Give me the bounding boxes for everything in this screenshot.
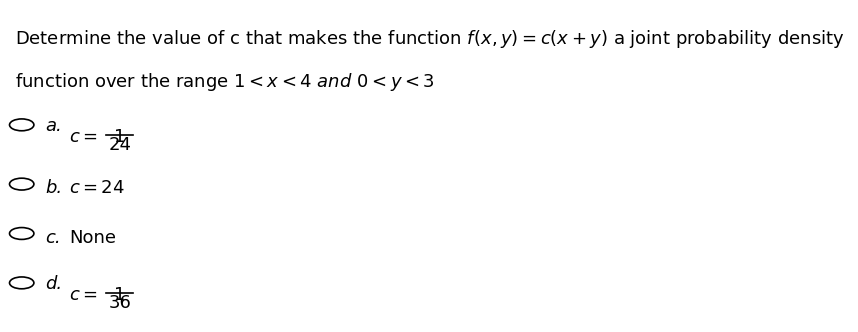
Text: None: None	[69, 228, 116, 247]
Text: a.: a.	[45, 117, 62, 134]
Text: $c = $: $c = $	[69, 286, 98, 304]
Text: 36: 36	[108, 294, 131, 312]
Text: Determine the value of c that makes the function $f(x, y) = c(x + y)$ a joint pr: Determine the value of c that makes the …	[15, 28, 844, 50]
Text: c.: c.	[45, 228, 61, 247]
Text: $c = $: $c = $	[69, 128, 98, 146]
Text: b.: b.	[45, 179, 63, 197]
Text: function over the range $1 < x < 4$ $\mathit{and}$ $0 < y < 3$: function over the range $1 < x < 4$ $\ma…	[15, 70, 435, 93]
Text: 1: 1	[114, 286, 125, 304]
Text: 24: 24	[108, 136, 131, 154]
Text: $c = 24$: $c = 24$	[69, 179, 125, 197]
Text: d.: d.	[45, 275, 63, 292]
Text: 1: 1	[114, 128, 125, 146]
